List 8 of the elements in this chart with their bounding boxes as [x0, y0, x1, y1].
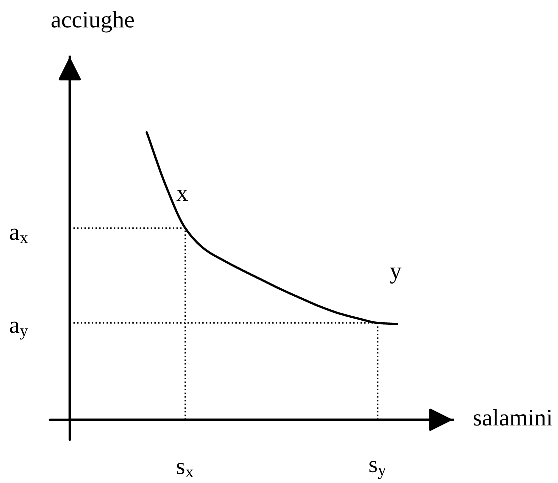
ref-line-label: a$_{y}$	[10, 322, 28, 340]
y-axis-title: acciughe	[52, 11, 134, 33]
annotation: x	[176, 190, 188, 201]
annotation: y	[390, 268, 402, 284]
ref-line-label: a$_{x}$	[10, 228, 28, 244]
x-axis-title: salamini	[474, 409, 553, 426]
x-tick-label: s$_{x}$	[177, 463, 194, 478]
x-tick-label: s$_{y}$	[370, 461, 386, 480]
